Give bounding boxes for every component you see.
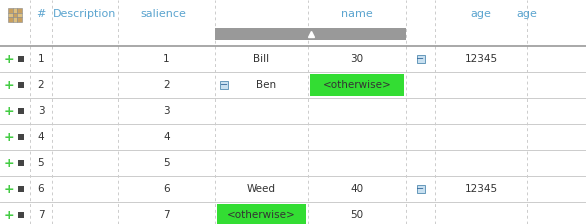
Bar — [18, 134, 24, 140]
Text: 6: 6 — [38, 184, 45, 194]
Bar — [18, 82, 24, 88]
Bar — [18, 17, 22, 22]
Text: <otherwise>: <otherwise> — [227, 210, 296, 220]
Bar — [417, 55, 424, 63]
Text: 5: 5 — [38, 158, 45, 168]
Text: 3: 3 — [163, 106, 170, 116]
Text: 6: 6 — [163, 184, 170, 194]
Text: −: − — [417, 54, 425, 64]
Text: Description: Description — [53, 9, 117, 19]
Text: 30: 30 — [350, 54, 363, 64]
Text: <otherwise>: <otherwise> — [323, 80, 391, 90]
Bar — [18, 212, 24, 218]
Text: +: + — [4, 131, 14, 144]
Text: #: # — [36, 9, 46, 19]
Text: age: age — [471, 9, 492, 19]
Bar — [18, 108, 24, 114]
Bar — [13, 8, 18, 13]
Text: 7: 7 — [163, 210, 170, 220]
Text: 12345: 12345 — [465, 54, 498, 64]
Bar — [8, 13, 13, 17]
Text: Bill: Bill — [253, 54, 270, 64]
Text: +: + — [4, 209, 14, 222]
Text: 3: 3 — [38, 106, 45, 116]
Bar — [215, 28, 406, 40]
Bar — [18, 13, 22, 17]
Text: +: + — [4, 105, 14, 118]
Bar — [18, 186, 24, 192]
Text: 50: 50 — [350, 210, 363, 220]
Text: +: + — [4, 157, 14, 170]
Bar — [13, 17, 18, 22]
Bar — [310, 74, 404, 96]
Text: +: + — [4, 183, 14, 196]
Text: −: − — [220, 80, 228, 90]
Text: Weed: Weed — [247, 184, 276, 194]
Bar — [18, 160, 24, 166]
Bar — [220, 81, 228, 89]
Bar — [8, 8, 13, 13]
Text: salience: salience — [140, 9, 186, 19]
Text: −: − — [417, 184, 425, 194]
Text: age: age — [517, 9, 537, 19]
Text: 4: 4 — [38, 132, 45, 142]
Bar — [217, 204, 306, 224]
Text: 1: 1 — [163, 54, 170, 64]
Bar — [18, 8, 22, 13]
Text: 1: 1 — [38, 54, 45, 64]
Text: 2: 2 — [163, 80, 170, 90]
Text: 12345: 12345 — [465, 184, 498, 194]
Text: 40: 40 — [350, 184, 363, 194]
Text: 7: 7 — [38, 210, 45, 220]
Text: +: + — [4, 52, 14, 65]
Bar — [8, 17, 13, 22]
Text: name: name — [341, 9, 373, 19]
Bar — [417, 185, 424, 193]
Text: 5: 5 — [163, 158, 170, 168]
Text: 4: 4 — [163, 132, 170, 142]
Text: Ben: Ben — [257, 80, 277, 90]
Text: +: + — [4, 78, 14, 91]
Bar — [18, 56, 24, 62]
Text: 2: 2 — [38, 80, 45, 90]
Bar — [13, 13, 18, 17]
